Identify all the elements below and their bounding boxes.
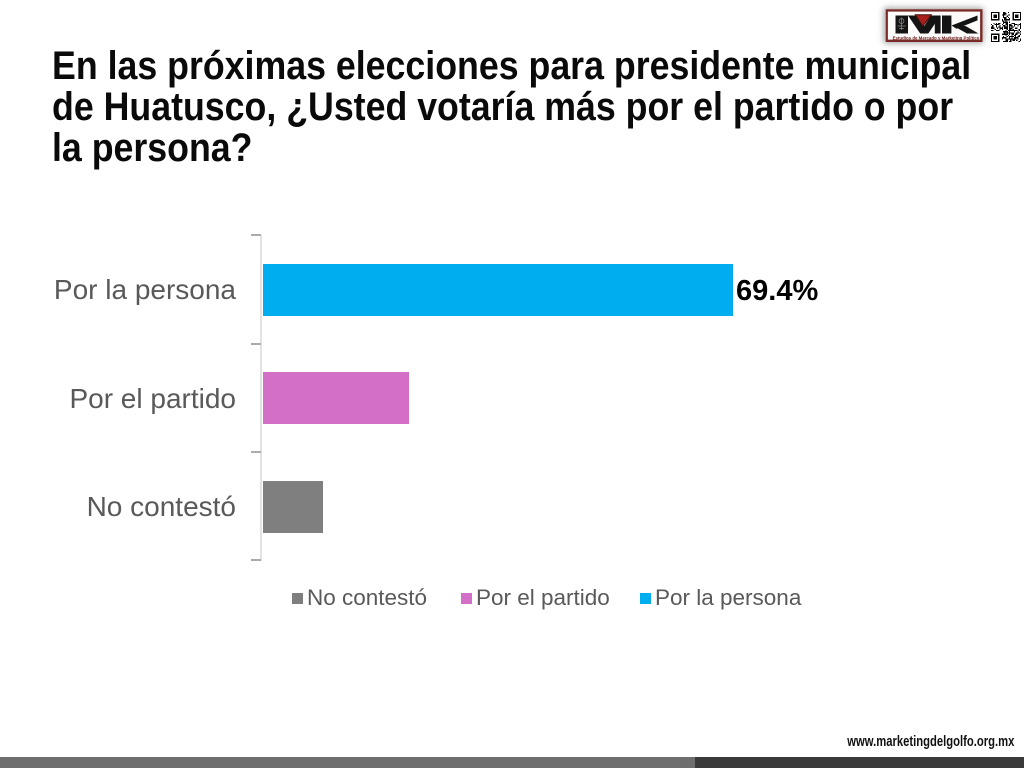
svg-text:Estudios de Mercado y Marketin: Estudios de Mercado y Marketing Político (893, 35, 980, 40)
